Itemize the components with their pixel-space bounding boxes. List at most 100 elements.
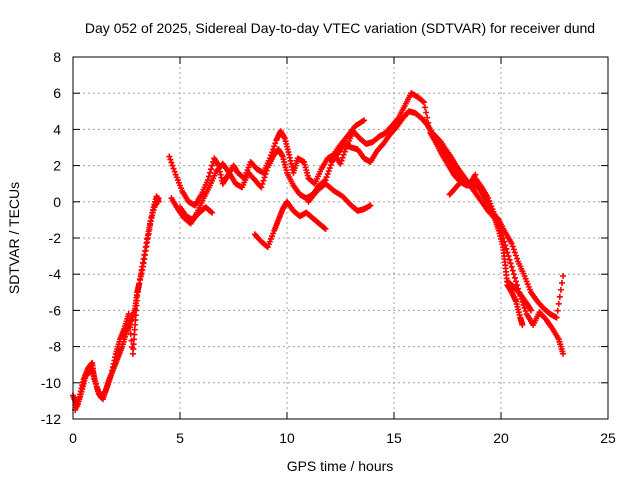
data-point [126, 317, 133, 324]
data-point [155, 195, 162, 202]
data-point [127, 324, 134, 331]
data-point [555, 300, 562, 307]
data-point [327, 161, 334, 168]
y-tick-label: 4 [53, 121, 61, 137]
data-point [321, 225, 328, 232]
data-point [508, 263, 515, 270]
data-point [271, 143, 278, 150]
data-point [262, 171, 269, 178]
data-point [557, 286, 564, 293]
data-point [508, 240, 515, 247]
x-tick-label: 5 [176, 430, 184, 446]
data-point [205, 173, 212, 180]
data-point [522, 308, 529, 315]
data-point [208, 208, 215, 215]
series-track-4 [168, 108, 567, 321]
data-point [339, 154, 346, 161]
data-point [424, 114, 431, 121]
data-point [367, 202, 374, 209]
data-point [514, 255, 521, 262]
data-point [270, 146, 277, 153]
data-point [560, 273, 567, 280]
data-point [208, 166, 215, 173]
y-tick-label: 0 [53, 194, 61, 210]
y-tick-label: -10 [41, 375, 61, 391]
y-axis-label: SDTVAR / TECUs [6, 182, 22, 294]
series-track-6 [177, 204, 216, 223]
x-tick-label: 0 [69, 430, 77, 446]
data-point [209, 162, 216, 169]
data-point [170, 165, 177, 172]
data-point [263, 167, 270, 174]
data-point [422, 104, 429, 111]
data-point [206, 169, 213, 176]
data-point [324, 171, 331, 178]
data-point [558, 279, 565, 286]
data-point [472, 171, 479, 178]
y-tick-label: -6 [49, 302, 62, 318]
plot-border [72, 56, 609, 420]
data-point [337, 160, 344, 167]
data-point [171, 168, 178, 175]
data-point [527, 307, 534, 314]
data-point [510, 246, 517, 253]
data-point [512, 278, 519, 285]
tick-labels: 0 5 10 15 20 25 -12 -10 -8 -6 -4 -2 0 2 4 6 8 [41, 49, 616, 446]
y-tick-label: -4 [49, 266, 62, 282]
data-point [554, 307, 561, 314]
series-track-2 [72, 195, 162, 413]
data-point [322, 225, 329, 232]
y-tick-label: -2 [49, 230, 62, 246]
data-point [423, 109, 430, 116]
series-track-10 [326, 117, 368, 164]
series-track-5 [251, 198, 329, 251]
series-track-9 [446, 171, 479, 198]
data-point [556, 293, 563, 300]
chart-title: Day 052 of 2025, Sidereal Day-to-day VTE… [85, 20, 595, 36]
y-tick-label: -12 [41, 411, 61, 427]
data-point [338, 157, 345, 164]
data-point [361, 117, 368, 124]
data-point [514, 282, 521, 289]
data-point [258, 184, 265, 191]
data-point [419, 98, 426, 105]
data-point [272, 140, 279, 147]
data-point [167, 156, 174, 163]
data-point [169, 162, 176, 169]
data-point [340, 151, 347, 158]
data-point [519, 321, 526, 328]
y-tick-label: -8 [49, 339, 62, 355]
y-tick-label: 8 [53, 49, 61, 65]
data-point [420, 99, 427, 106]
data-point [325, 168, 332, 175]
data-point [511, 274, 518, 281]
y-tick-label: 6 [53, 85, 61, 101]
data-marks [70, 90, 567, 413]
data-point [209, 209, 216, 216]
data-point [260, 177, 267, 184]
data-point [553, 314, 560, 321]
data-point [259, 181, 266, 188]
data-point [323, 174, 330, 181]
series-track-11 [504, 278, 534, 314]
data-point [560, 350, 567, 357]
x-tick-label: 15 [386, 430, 402, 446]
data-point [166, 153, 173, 160]
x-tick-label: 20 [493, 430, 509, 446]
x-tick-label: 10 [279, 430, 295, 446]
data-point [125, 311, 132, 318]
data-point [261, 174, 268, 181]
data-point [512, 252, 519, 259]
x-tick-label: 25 [600, 430, 616, 446]
data-point [168, 159, 175, 166]
data-point [510, 271, 517, 278]
data-point [507, 260, 514, 267]
series-track-7 [305, 180, 374, 214]
data-point [511, 249, 518, 256]
data-point [509, 267, 516, 274]
y-tick-label: 2 [53, 158, 61, 174]
series-track-8 [420, 117, 526, 328]
data-point [341, 148, 348, 155]
